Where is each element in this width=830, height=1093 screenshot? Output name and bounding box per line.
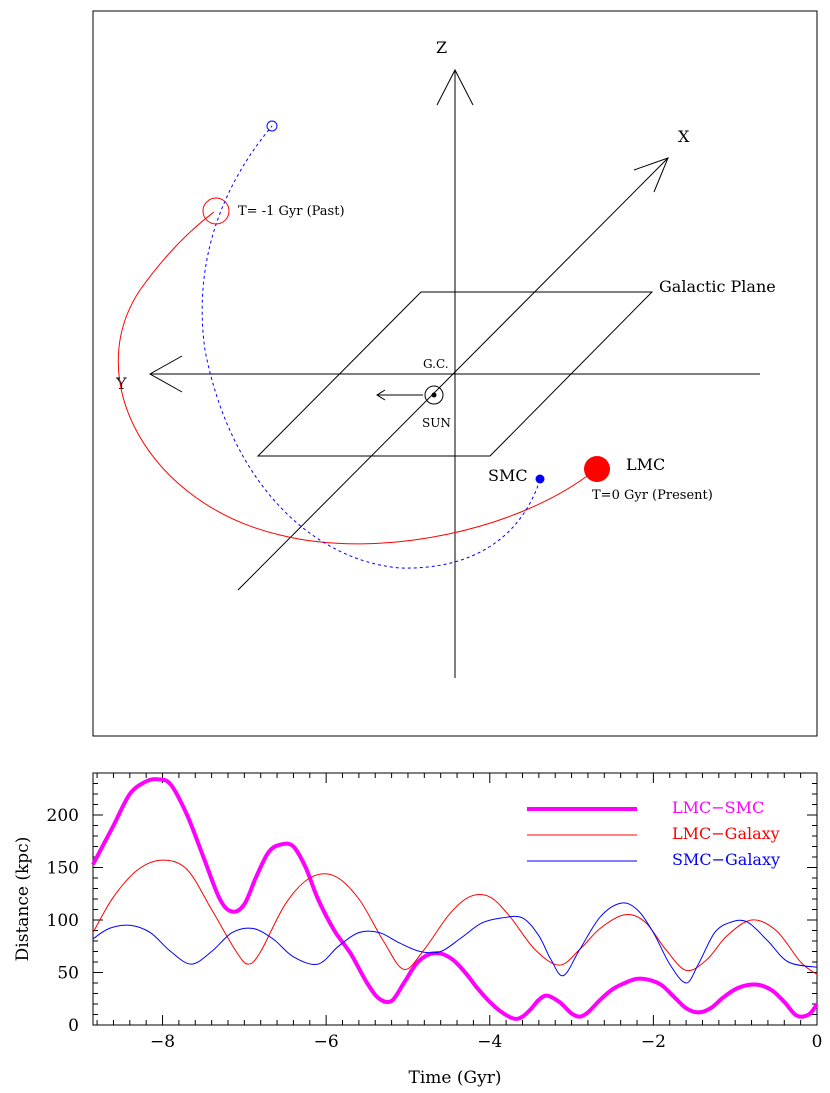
sun-velocity-arrowhead [376,389,386,401]
chart-series [91,777,819,1021]
x-axis-title: Time (Gyr) [409,1068,502,1088]
galactic-center-label: G.C. [423,357,449,371]
x-tick-label: −8 [150,1032,175,1052]
present-time-label: T=0 Gyr (Present) [592,488,713,503]
chart-tick-labels: −8 −6 −4 −2 0 0 50 100 150 200 [47,806,823,1052]
legend-label-smc-galaxy: SMC−Galaxy [672,850,780,869]
x-axis-arrowhead [633,157,669,193]
sun-symbol [424,385,444,405]
y-axis-label: Y [115,374,127,393]
smc-present-position [535,474,545,484]
galactic-plane [256,291,654,457]
chart-ticks [93,772,818,1026]
y-tick-label: 0 [68,1016,79,1036]
y-tick-label: 200 [47,806,79,826]
lmc-present-position [584,456,610,482]
y-tick-label: 50 [57,964,79,984]
orbit-diagram-frame [92,10,818,737]
y-axis-arrowhead [148,355,183,393]
legend-label-lmc-smc: LMC−SMC [672,798,764,817]
sun-label: SUN [422,416,451,430]
x-tick-label: −6 [314,1032,339,1052]
smc-label: SMC [488,466,528,485]
lmc-past-position [202,197,230,225]
y-tick-label: 100 [47,911,79,931]
orbit-diagram: Z X Y Galactic Plane G.C. SUN T= -1 Gyr … [92,10,818,737]
x-tick-label: 0 [812,1032,823,1052]
lmc-label: LMC [626,455,665,474]
distance-chart: −8 −6 −4 −2 0 0 50 100 150 200 Time (Gyr) Distanc… [13,772,823,1088]
legend-label-lmc-galaxy: LMC−Galaxy [672,824,780,843]
series-line-1 [92,859,818,976]
past-time-label: T= -1 Gyr (Past) [238,204,345,219]
series-line-2 [92,902,818,984]
y-tick-label: 150 [47,859,79,879]
z-axis-arrowhead [436,68,474,106]
z-axis-label: Z [436,38,447,57]
sun-symbol-dot [431,392,437,398]
x-tick-label: −2 [641,1032,666,1052]
smc-orbit [201,125,541,569]
series-line-0 [91,777,819,1021]
y-axis-title: Distance (kpc) [13,837,33,962]
lmc-orbit [117,211,596,545]
x-tick-label: −4 [477,1032,502,1052]
smc-past-position [266,120,278,132]
chart-legend: LMC−SMC LMC−Galaxy SMC−Galaxy [527,798,780,869]
x-axis-label: X [678,127,690,146]
galactic-plane-label: Galactic Plane [659,277,776,296]
